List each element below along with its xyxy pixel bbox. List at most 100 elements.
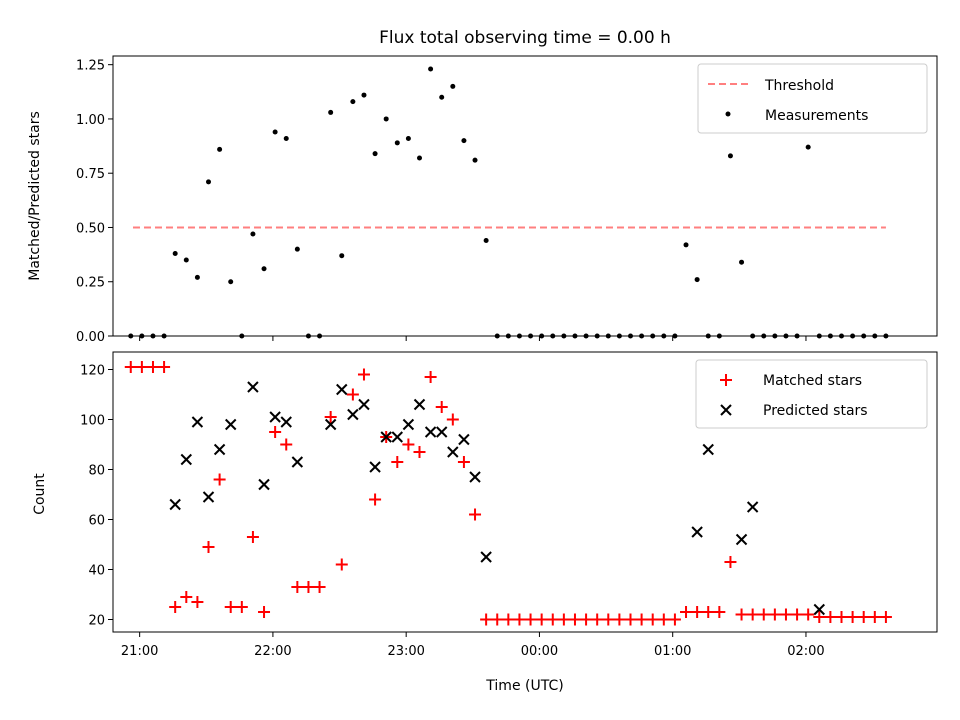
matched-point [324, 411, 337, 423]
matched-point [868, 611, 881, 623]
legend-matched-swatch [720, 374, 732, 386]
measurement-point [294, 246, 300, 252]
ytick-label: 100 [80, 414, 105, 429]
matched-point [335, 558, 348, 571]
matched-point [180, 591, 193, 603]
measurement-point [350, 99, 356, 105]
matched-point [557, 613, 570, 626]
matched-point [224, 601, 237, 613]
predicted-point [691, 526, 703, 538]
matched-point [302, 581, 315, 593]
measurement-point [805, 144, 811, 150]
predicted-point [180, 453, 193, 466]
matched-point [791, 608, 804, 621]
matched-point [457, 456, 470, 468]
matched-point [724, 556, 737, 568]
matched-point [158, 361, 171, 373]
measurement-point [461, 138, 467, 144]
ytick-label: 0.75 [76, 167, 105, 182]
legend-measurements-swatch [725, 111, 731, 117]
matched-point [646, 613, 659, 626]
measurement-point [372, 151, 378, 157]
predicted-point [702, 443, 714, 456]
count-panel-legend: Matched stars Predicted stars [695, 359, 928, 429]
matched-point [213, 473, 226, 486]
legend-threshold-label: Threshold [764, 78, 834, 94]
measurement-point [194, 274, 200, 280]
ytick-label: 80 [88, 464, 105, 479]
matched-point [235, 601, 248, 613]
count-panel-xticks: 21:00 22:00 23:00 00:00 01:00 02:00 [121, 632, 825, 659]
matched-point [124, 361, 137, 373]
ytick-label: 40 [88, 564, 105, 579]
predicted-point [369, 461, 381, 473]
matched-point [846, 611, 859, 623]
predicted-point [324, 418, 337, 431]
predicted-point [291, 456, 304, 468]
matched-point [813, 611, 826, 623]
matched-point [691, 606, 704, 618]
predicted-point [735, 533, 748, 546]
matched-point [546, 613, 559, 626]
measurement-point [328, 109, 334, 115]
matched-point [735, 608, 748, 621]
measurement-point [694, 277, 700, 283]
ratio-panel: Flux total observing time = 0.00 h Match… [27, 28, 938, 345]
matched-point [768, 608, 781, 621]
measurement-point [428, 66, 434, 72]
matched-point [369, 493, 382, 506]
predicted-point [402, 418, 415, 431]
predicted-point [413, 398, 426, 411]
legend-box [695, 359, 928, 429]
matched-point [135, 361, 148, 373]
predicted-points [169, 381, 825, 616]
measurement-point [172, 251, 178, 257]
matched-point [169, 601, 182, 613]
measurement-point [483, 237, 489, 243]
xtick-label: 00:00 [521, 644, 558, 659]
predicted-point [391, 431, 403, 443]
matched-point [491, 613, 504, 626]
matched-point [446, 413, 459, 426]
predicted-point [191, 416, 204, 428]
legend-box [697, 63, 928, 134]
measurement-point [283, 135, 289, 141]
legend-predicted-label: Predicted stars [763, 403, 868, 419]
xtick-label: 22:00 [254, 644, 291, 659]
matched-point [413, 446, 426, 458]
legend-predicted-swatch [720, 404, 732, 416]
matched-point [357, 368, 370, 381]
ratio-panel-yticks: 0.00 0.25 0.50 0.75 1.00 1.25 [76, 59, 113, 345]
matched-point [613, 613, 626, 626]
measurement-point [183, 257, 189, 263]
count-panel-frame [112, 351, 938, 633]
xtick-label: 02:00 [787, 644, 824, 659]
matched-point [746, 608, 759, 621]
matched-point [435, 401, 448, 413]
measurement-point [206, 179, 212, 185]
matched-point [291, 581, 304, 593]
predicted-point [202, 491, 215, 503]
matched-points [124, 361, 892, 626]
count-panel-yticks: 20 40 60 80 100 120 [80, 364, 113, 629]
matched-point [535, 613, 548, 626]
measurement-point [417, 155, 423, 161]
matched-point [202, 541, 215, 553]
matched-point [524, 613, 537, 626]
matched-point [635, 613, 648, 626]
matched-point [879, 611, 892, 623]
matched-point [258, 606, 271, 618]
measurement-point [405, 135, 411, 141]
matched-point [480, 613, 493, 626]
matched-point [835, 611, 848, 623]
matched-point [580, 613, 593, 626]
legend-measurements-label: Measurements [765, 108, 868, 124]
measurement-point [472, 157, 478, 163]
xtick-label: 01:00 [654, 644, 691, 659]
measurement-point [683, 242, 689, 248]
matched-point [824, 611, 837, 623]
predicted-point [746, 501, 759, 513]
count-panel: Count Time (UTC) 20 40 60 80 100 120 21:00 22:… [32, 351, 938, 694]
measurement-point [450, 83, 456, 89]
matched-point [280, 438, 293, 451]
